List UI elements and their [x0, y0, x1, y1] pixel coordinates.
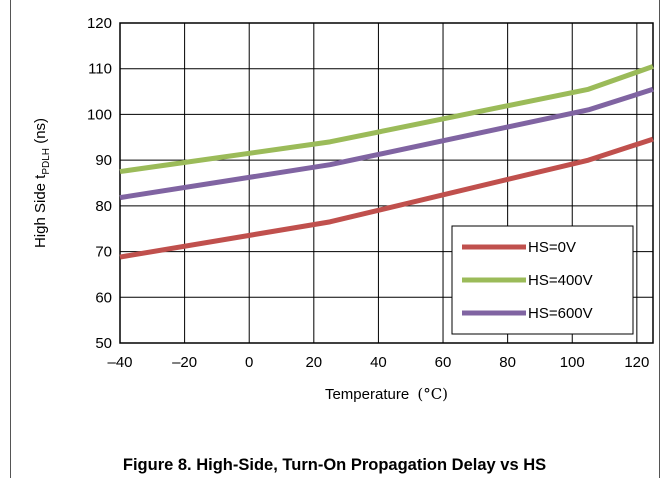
- figure-frame: [10, 0, 660, 478]
- y-tick-labels: 50 60 70 80 90 100 110 120: [87, 15, 112, 352]
- legend: HS=0V HS=400V HS=600V: [451, 225, 634, 335]
- x-tick-label: 0: [245, 354, 253, 371]
- x-tick-label: 40: [370, 354, 387, 371]
- x-tick-label: 80: [499, 354, 516, 371]
- series-line-hs-0v: [119, 136, 654, 260]
- legend-label-hs-600v: HS=600V: [528, 305, 593, 322]
- plot-border: [119, 22, 654, 344]
- x-tick-label: –20: [172, 354, 197, 371]
- y-tick-label: 90: [95, 152, 112, 169]
- x-axis-title: Temperature (°C): [325, 385, 448, 403]
- series-line-hs-600v: [119, 86, 654, 201]
- y-tick-label: 120: [87, 15, 112, 32]
- x-tick-label: 100: [560, 354, 585, 371]
- y-axis-label-prefix: High Side t: [32, 174, 49, 248]
- x-axis-unit: (°C): [417, 385, 448, 403]
- legend-label-hs-400v: HS=400V: [528, 272, 593, 289]
- y-axis-label-subscript: PDLH: [41, 148, 52, 175]
- y-axis-label-suffix: (ns): [32, 118, 49, 148]
- x-tick-label: 120: [624, 354, 649, 371]
- y-tick-label: 70: [95, 244, 112, 261]
- x-tick-label: 20: [305, 354, 322, 371]
- y-tick-label: 80: [95, 198, 112, 215]
- y-tick-label: 110: [88, 61, 112, 78]
- y-tick-label: 60: [95, 289, 112, 306]
- x-tick-labels: –40 –20 0 20 40 60 80 100 120: [107, 354, 649, 371]
- x-axis-label: Temperature: [325, 386, 409, 403]
- series-line-hs-400v: [119, 64, 654, 175]
- legend-label-hs-0v: HS=0V: [528, 239, 576, 256]
- y-axis-title: High Side tPDLH (ns): [32, 118, 52, 248]
- x-tick-label: –40: [107, 354, 132, 371]
- x-tick-label: 60: [435, 354, 452, 371]
- y-tick-label: 100: [87, 106, 112, 123]
- figure-caption: Figure 8. High-Side, Turn-On Propagation…: [122, 456, 547, 474]
- series-layer: [119, 64, 654, 260]
- y-tick-label: 50: [95, 335, 112, 352]
- chart: –40 –20 0 20 40 60 80 100 120 50 60 70 80 90 100 110 12…: [32, 15, 654, 403]
